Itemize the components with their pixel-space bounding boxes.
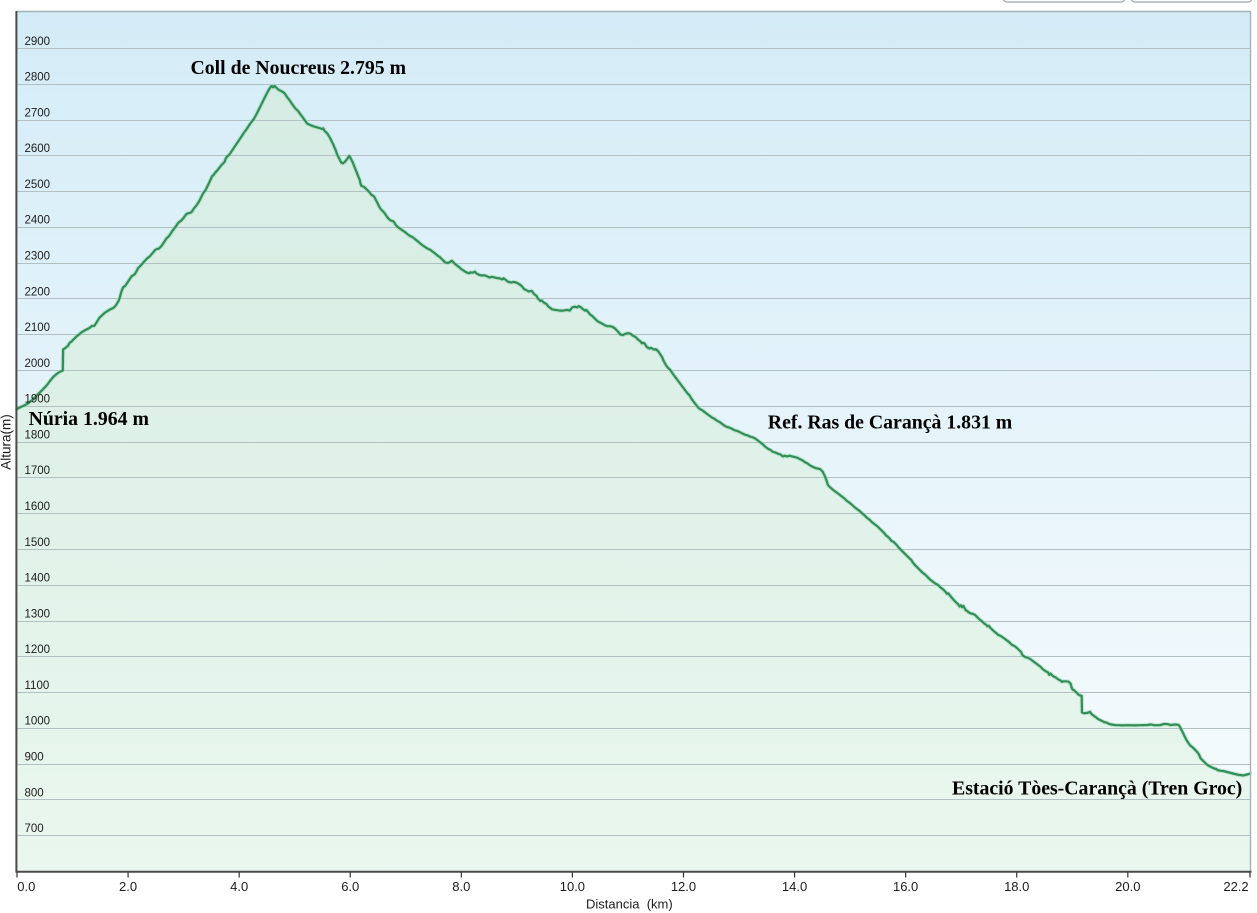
svg-text:18.0: 18.0	[1004, 879, 1029, 894]
svg-text:1600: 1600	[25, 501, 51, 513]
svg-text:20.0: 20.0	[1115, 879, 1140, 894]
svg-text:1700: 1700	[25, 465, 51, 477]
svg-text:2500: 2500	[25, 179, 51, 191]
svg-text:6.0: 6.0	[341, 879, 359, 894]
svg-text:Distancia (km): Distancia (km)	[586, 897, 673, 912]
svg-text:2200: 2200	[25, 286, 51, 298]
svg-text:Altura(m): Altura(m)	[0, 414, 14, 470]
svg-text:1200: 1200	[25, 644, 51, 656]
svg-text:1900: 1900	[25, 394, 51, 406]
svg-text:2100: 2100	[25, 322, 51, 334]
svg-text:1500: 1500	[25, 537, 51, 549]
svg-text:22.2: 22.2	[1223, 879, 1248, 894]
svg-text:700: 700	[25, 823, 44, 835]
svg-text:2300: 2300	[25, 251, 51, 263]
svg-text:8.0: 8.0	[452, 879, 470, 894]
svg-text:2900: 2900	[25, 36, 51, 48]
svg-text:2700: 2700	[25, 107, 51, 119]
svg-text:1800: 1800	[25, 429, 51, 441]
svg-text:Coll de Noucreus 2.795 m: Coll de Noucreus 2.795 m	[191, 57, 407, 79]
svg-text:1300: 1300	[25, 608, 51, 620]
svg-text:800: 800	[25, 787, 44, 799]
svg-text:12.0: 12.0	[671, 879, 696, 894]
svg-text:14.0: 14.0	[782, 879, 807, 894]
svg-text:10.0: 10.0	[560, 879, 585, 894]
svg-text:1000: 1000	[25, 716, 51, 728]
svg-text:Núria 1.964 m: Núria 1.964 m	[29, 408, 150, 430]
svg-text:4.0: 4.0	[230, 879, 248, 894]
svg-text:2600: 2600	[25, 143, 51, 155]
svg-text:Estació Tòes-Carançà (Tren Gro: Estació Tòes-Carançà (Tren Groc)	[952, 777, 1242, 799]
svg-text:2000: 2000	[25, 358, 51, 370]
svg-text:900: 900	[25, 752, 44, 764]
svg-text:2.0: 2.0	[119, 879, 137, 894]
svg-text:Ref. Ras de Carançà 1.831 m: Ref. Ras de Carançà 1.831 m	[768, 411, 1013, 433]
svg-text:2800: 2800	[25, 72, 51, 84]
svg-text:0.0: 0.0	[17, 879, 35, 894]
svg-text:16.0: 16.0	[893, 879, 918, 894]
svg-text:1100: 1100	[25, 680, 50, 692]
svg-text:2400: 2400	[25, 215, 51, 227]
svg-text:1400: 1400	[25, 573, 51, 585]
